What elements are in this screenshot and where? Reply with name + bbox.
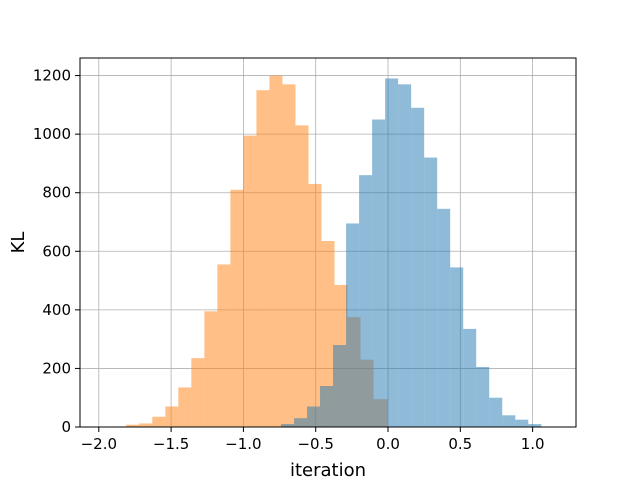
histogram-bar — [437, 208, 451, 427]
histogram-bar — [398, 84, 412, 427]
histogram-bar — [308, 183, 322, 427]
histogram-bar — [321, 241, 335, 427]
histogram-bar — [191, 358, 205, 427]
histogram-bar — [411, 107, 425, 428]
plot-frame — [79, 57, 577, 428]
histogram-bar — [152, 416, 166, 427]
histogram-bar — [281, 424, 295, 427]
histogram-bar — [424, 157, 438, 428]
y-tick-label: 600 — [42, 242, 71, 260]
histogram-bar — [463, 328, 477, 427]
histogram-bar — [359, 175, 373, 427]
histogram-bar — [230, 189, 244, 427]
x-tick-label: 0.0 — [376, 435, 400, 453]
histogram-bar — [528, 424, 542, 427]
histogram-bar — [243, 135, 257, 427]
histogram-bar — [269, 75, 283, 428]
histogram-bar — [320, 386, 334, 427]
histogram-bar — [489, 397, 503, 427]
x-tick-label: −1.0 — [225, 435, 261, 453]
y-tick-label: 400 — [42, 301, 71, 319]
histogram-bars — [113, 75, 542, 428]
histogram-bar — [165, 406, 179, 427]
y-tick-label: 0 — [61, 418, 71, 436]
histogram-bar — [217, 264, 231, 427]
x-axis-label: iteration — [290, 460, 366, 480]
histogram-bar — [139, 423, 153, 427]
histogram-bar — [126, 424, 140, 427]
y-tick-label: 1000 — [33, 125, 71, 143]
x-tick-label: −1.5 — [153, 435, 189, 453]
x-tick-label: −0.5 — [297, 435, 333, 453]
histogram-bar — [333, 345, 347, 427]
histogram-bar — [307, 406, 321, 427]
x-tick-label: 1.0 — [521, 435, 545, 453]
histogram-bar — [256, 90, 270, 427]
histogram-bar — [515, 419, 529, 427]
histogram-bar — [476, 366, 490, 427]
histogram-bar — [294, 418, 308, 427]
y-tick-label: 800 — [42, 184, 71, 202]
histogram-bar — [385, 78, 399, 427]
x-tick-label: −2.0 — [81, 435, 117, 453]
histogram-bar — [502, 415, 516, 427]
histogram-bar — [282, 84, 296, 427]
y-tick-label: 200 — [42, 359, 71, 377]
histogram-bar — [450, 267, 464, 427]
histogram-bar — [204, 311, 218, 427]
y-tick-label: 1200 — [33, 67, 71, 85]
histogram-bar — [372, 119, 386, 427]
y-axis-label: KL — [8, 232, 29, 254]
histogram-bar — [178, 387, 192, 427]
axis-ticks: −2.0 −1.5 −1.0 −0.5 0.0 0.5 1.0 0 200 400 600 800 10… — [33, 67, 545, 453]
histogram-bar — [346, 223, 360, 427]
x-tick-label: 0.5 — [448, 435, 472, 453]
histogram-bar — [295, 125, 309, 427]
